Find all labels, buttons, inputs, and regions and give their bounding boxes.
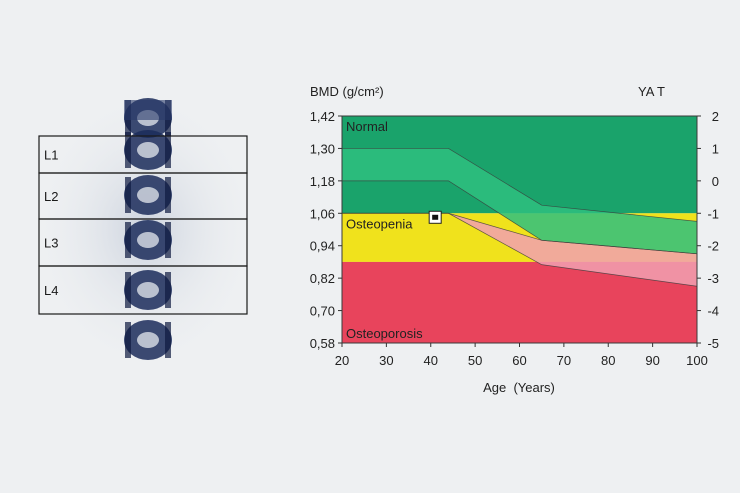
vertebra-edge xyxy=(165,132,171,168)
x-tick-label: 40 xyxy=(424,353,438,368)
vertebra-core xyxy=(137,282,159,298)
vertebra-label: L2 xyxy=(44,189,58,204)
y-tick-label-left: 1,42 xyxy=(310,109,335,124)
y-tick-label-left: 1,18 xyxy=(310,174,335,189)
vertebra-label: L4 xyxy=(44,283,58,298)
vertebra-label: L1 xyxy=(44,148,58,163)
zone-label-osteoporosis: Osteoporosis xyxy=(346,326,423,341)
x-tick-label: 80 xyxy=(601,353,615,368)
x-tick-label: 90 xyxy=(645,353,659,368)
x-tick-label: 60 xyxy=(512,353,526,368)
y-tick-label-right: -2 xyxy=(707,239,719,254)
spine-scan-image: L1 L2 L3 L4 xyxy=(30,85,260,375)
y-tick-label-right: 1 xyxy=(712,141,719,156)
reference-line xyxy=(342,148,698,222)
x-tick-label: 20 xyxy=(335,353,349,368)
y-tick-label-right: -1 xyxy=(707,206,719,221)
patient-marker-dot xyxy=(432,214,439,220)
vertebra-edge xyxy=(165,177,171,213)
y-axis-label-left: BMD (g/cm²) xyxy=(310,84,384,99)
y-tick-label-left: 0,58 xyxy=(310,336,335,351)
vertebra-region-box xyxy=(38,265,248,315)
y-tick-label-left: 1,06 xyxy=(310,206,335,221)
y-tick-label-right: 0 xyxy=(712,174,719,189)
vertebra-edge xyxy=(165,222,171,258)
reference-line xyxy=(342,212,698,287)
vertebra-edge xyxy=(125,132,131,168)
y-tick-label-left: 1,30 xyxy=(310,141,335,156)
y-axis-label-right: YA T xyxy=(638,84,665,99)
x-axis-label: Age (Years) xyxy=(483,380,555,395)
vertebra-edge xyxy=(125,222,131,258)
y-tick-label-right: -3 xyxy=(707,271,719,286)
vertebra-core xyxy=(137,332,159,348)
vertebra-edge xyxy=(125,322,131,358)
y-tick-label-right: 2 xyxy=(712,109,719,124)
y-tick-label-right: -4 xyxy=(707,304,719,319)
x-tick-label: 100 xyxy=(686,353,708,368)
x-tick-label: 50 xyxy=(468,353,482,368)
y-tick-label-left: 0,94 xyxy=(310,239,335,254)
vertebra-label: L3 xyxy=(44,236,58,251)
vertebra-edge xyxy=(165,322,171,358)
zone-label-osteopenia: Osteopenia xyxy=(346,216,413,231)
vertebra-core xyxy=(137,187,159,203)
vertebra-edge xyxy=(125,177,131,213)
vertebra-edge xyxy=(165,272,171,308)
x-tick-label: 30 xyxy=(379,353,393,368)
y-tick-label-left: 0,70 xyxy=(310,304,335,319)
x-tick-label: 70 xyxy=(557,353,571,368)
vertebra-core xyxy=(137,142,159,158)
spine-vertebrae xyxy=(124,98,172,360)
reference-band xyxy=(342,213,697,287)
y-tick-label-right: -5 xyxy=(707,336,719,351)
spine-top xyxy=(124,100,172,120)
zone-label-normal: Normal xyxy=(346,119,388,134)
vertebra-edge xyxy=(125,272,131,308)
y-tick-label-left: 0,82 xyxy=(310,271,335,286)
vertebra-core xyxy=(137,232,159,248)
reference-band xyxy=(342,148,697,254)
